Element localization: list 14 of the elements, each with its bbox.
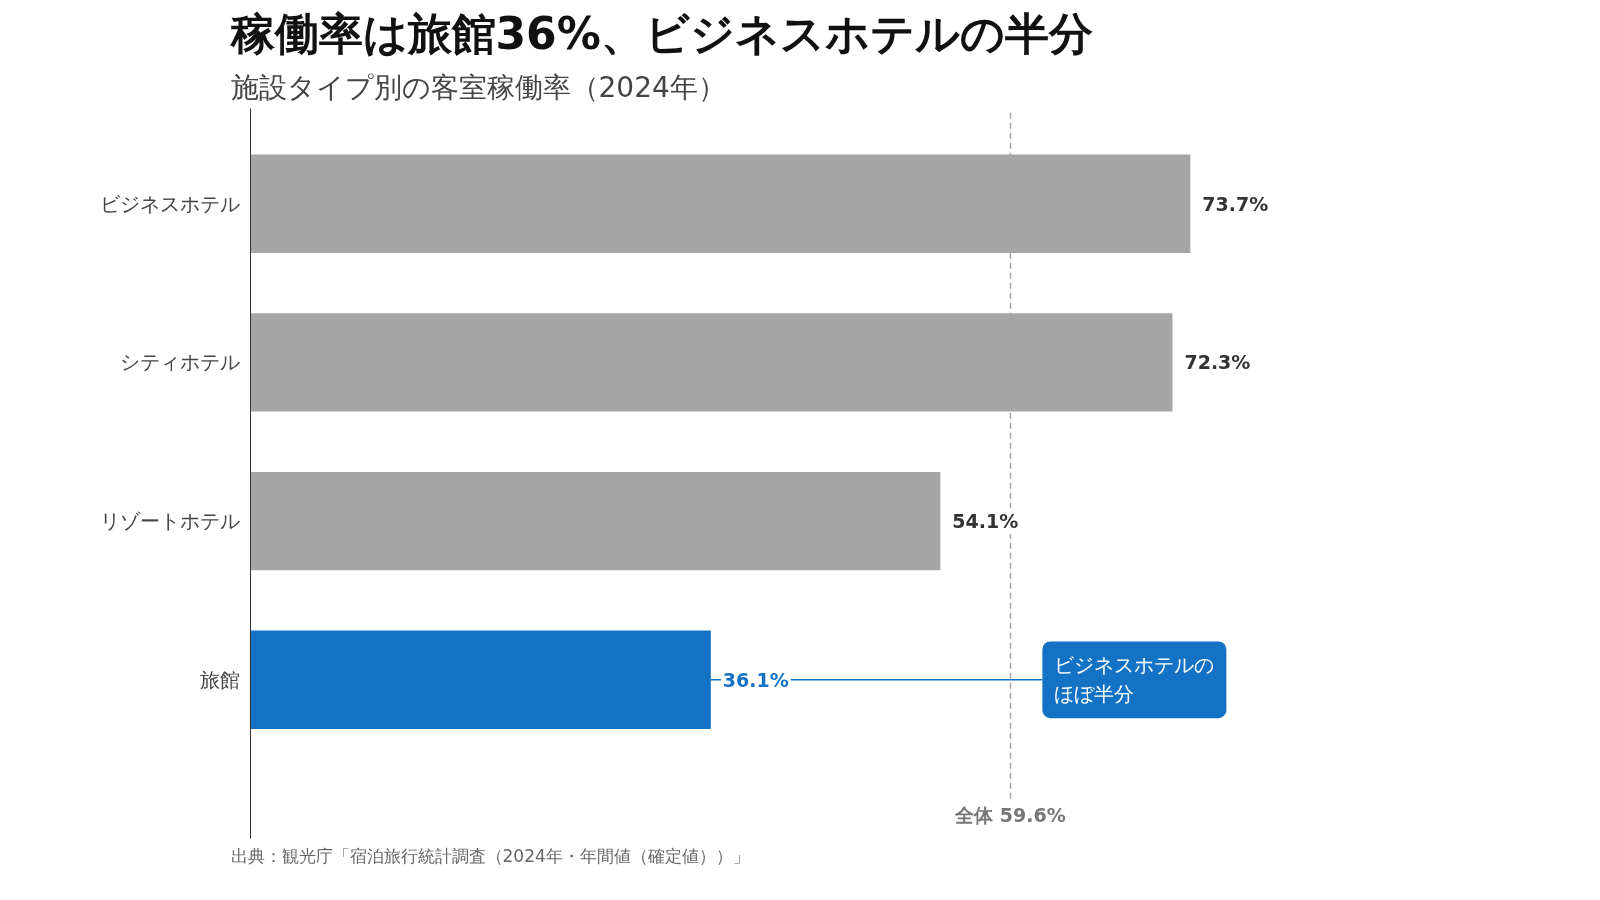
- bar: [250, 471, 941, 571]
- data-label: 72.3%: [1184, 351, 1251, 374]
- source-note: 出典：観光庁「宿泊旅行統計調査（2024年・年間値（確定値））」: [230, 845, 750, 866]
- data-label: 73.7%: [1202, 192, 1269, 215]
- chart-title: 稼働率は旅館36%、ビジネスホテルの半分: [229, 7, 1093, 59]
- annotation: ビジネスホテルのほぼ半分: [1054, 653, 1215, 707]
- data-label: 54.1%: [952, 510, 1019, 533]
- y-tick-label: 旅館: [199, 667, 240, 692]
- y-tick-label: シティホテル: [119, 350, 240, 375]
- data-label: 36.1%: [722, 668, 789, 691]
- chart-subtitle: 施設タイプ別の客室稼働率（2024年）: [230, 70, 726, 104]
- ref-line-label: 全体 59.6%: [954, 803, 1066, 826]
- y-tick-label: リゾートホテル: [99, 509, 240, 534]
- y-tick-label: ビジネスホテル: [99, 191, 240, 216]
